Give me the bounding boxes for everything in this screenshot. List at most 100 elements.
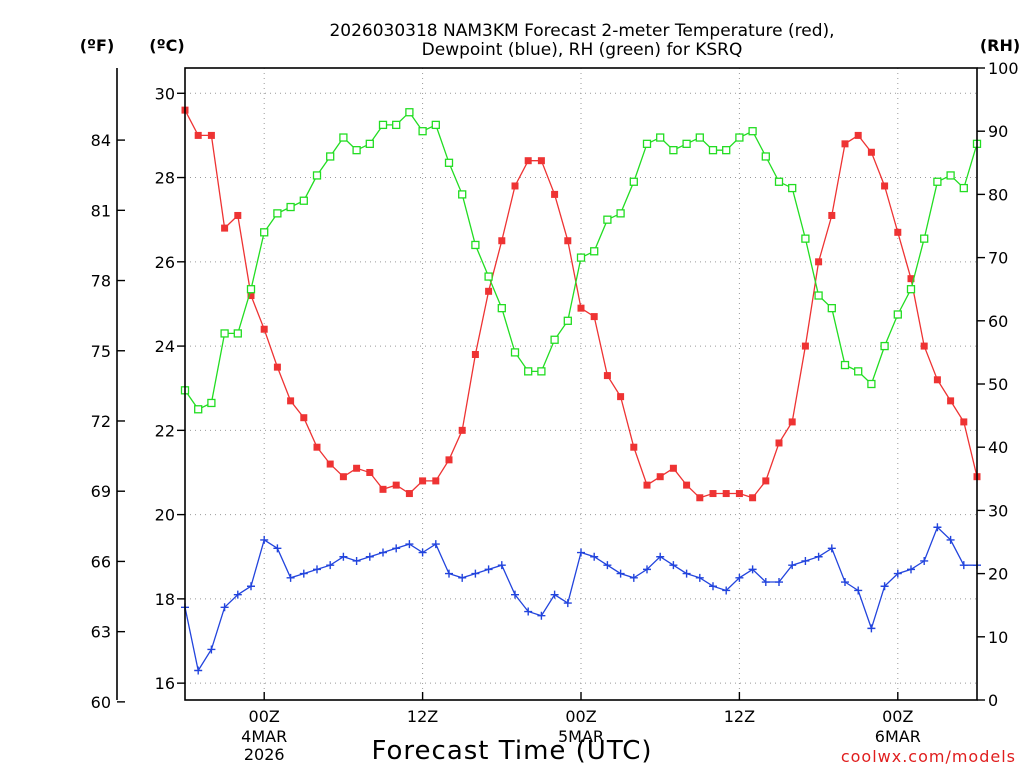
2-meter-temperature-point <box>867 148 875 156</box>
dewpoint-point <box>458 573 467 582</box>
dewpoint-point <box>365 552 374 561</box>
rh-point <box>920 234 929 243</box>
dewpoint-point <box>233 590 242 599</box>
fahrenheit-tick-label: 78 <box>91 272 111 291</box>
2-meter-temperature-point <box>801 342 809 350</box>
2-meter-temperature-point <box>947 397 955 405</box>
2-meter-temperature-point <box>775 439 783 447</box>
chart-title-line1: 2026030318 NAM3KM Forecast 2-meter Tempe… <box>329 21 834 41</box>
rh-point <box>444 158 454 167</box>
rh-point <box>642 139 652 148</box>
celsius-tick-label: 28 <box>155 169 175 188</box>
rh-point <box>656 133 665 142</box>
rh-point <box>814 291 823 300</box>
dewpoint-point <box>893 569 902 578</box>
rh-point <box>840 360 850 370</box>
2-meter-temperature-point <box>669 464 677 472</box>
dewpoint-point <box>299 569 308 578</box>
2-meter-temperature-point <box>419 477 427 485</box>
rh-tick-label: 90 <box>988 122 1008 141</box>
2-meter-temperature-point <box>405 490 413 498</box>
rh-point <box>207 398 216 408</box>
dewpoint-point <box>550 590 559 599</box>
dewpoint-point <box>590 552 599 561</box>
x-tick-label: 00Z <box>565 707 596 726</box>
rh-point <box>246 285 256 294</box>
dewpoint-point <box>497 561 506 570</box>
dewpoint-point <box>537 611 546 620</box>
2-meter-temperature-point <box>788 418 796 426</box>
rh-point <box>682 139 691 148</box>
rh-point <box>233 329 242 338</box>
dewpoint-point <box>577 548 585 557</box>
rh-point <box>537 367 546 376</box>
rh-point <box>880 341 889 351</box>
2-meter-temperature-point <box>458 426 466 434</box>
dewpoint-point <box>920 556 929 565</box>
rh-point <box>761 152 770 161</box>
dewpoint-point <box>669 561 678 570</box>
dewpoint-point <box>445 569 453 578</box>
x-tick-label: 12Z <box>407 707 438 726</box>
dewpoint-point <box>907 565 915 574</box>
rh-point <box>484 272 493 281</box>
rh-point <box>299 196 308 205</box>
rh-tick-label: 10 <box>988 628 1008 647</box>
2-meter-temperature-point <box>815 258 823 266</box>
rh-point <box>524 367 533 376</box>
grid-lines <box>185 68 977 700</box>
rh-point <box>893 310 902 319</box>
rh-point <box>708 146 718 155</box>
celsius-tick-label: 16 <box>155 674 175 693</box>
celsius-tick-label: 26 <box>155 253 175 272</box>
dewpoint-point <box>629 573 638 582</box>
rh-tick-label: 40 <box>988 438 1008 457</box>
rh-point <box>365 139 374 148</box>
2-meter-temperature-point <box>551 190 559 198</box>
2-meter-temperature-point <box>207 131 215 139</box>
2-meter-temperature-point <box>749 494 757 502</box>
dewpoint-point <box>511 590 519 599</box>
dewpoint-point <box>603 561 612 570</box>
2-meter-temperature-point <box>603 372 611 380</box>
2-meter-temperature-point <box>828 211 836 219</box>
rh-point <box>378 120 388 130</box>
rh-point <box>550 335 559 344</box>
dewpoint-point <box>775 578 783 587</box>
dewpoint-point <box>194 666 203 675</box>
rh-point <box>471 240 480 250</box>
dewpoint-point <box>761 578 770 587</box>
rh-point <box>933 177 942 186</box>
2-meter-temperature-point <box>854 131 862 139</box>
2-meter-temperature-point <box>643 481 651 489</box>
2-meter-temperature-point <box>471 351 479 359</box>
2-meter-temperature-point <box>300 414 308 422</box>
dewpoint-point <box>788 561 797 570</box>
2-meter-temperature-point <box>683 481 691 489</box>
dewpoint-point <box>471 569 480 578</box>
rh-point <box>695 133 704 142</box>
rh-point <box>854 367 863 376</box>
celsius-tick-label: 20 <box>155 506 175 525</box>
2-meter-temperature-point <box>933 376 941 384</box>
celsius-tick-label: 18 <box>155 590 175 609</box>
dewpoint-point <box>326 561 335 570</box>
2-meter-temperature-point <box>617 393 625 401</box>
dewpoint-point <box>946 535 955 544</box>
rh-point <box>273 209 282 218</box>
rh-tick-label: 20 <box>988 565 1008 584</box>
2-meter-temperature-point <box>221 224 229 232</box>
chart-title-line2: Dewpoint (blue), RH (green) for KSRQ <box>422 40 743 60</box>
rh-point <box>590 247 599 256</box>
2-meter-temperature-point <box>630 443 638 451</box>
rh-point <box>286 202 295 212</box>
rh-point <box>431 120 440 130</box>
dewpoint-point <box>379 548 387 557</box>
2-meter-temperature-point <box>445 456 453 464</box>
dewpoint-point <box>735 573 744 582</box>
2-meter-temperature-point <box>841 140 849 148</box>
dewpoint-point <box>273 544 282 553</box>
2-meter-temperature-point <box>353 464 361 472</box>
2-meter-temperature-point <box>577 304 585 312</box>
